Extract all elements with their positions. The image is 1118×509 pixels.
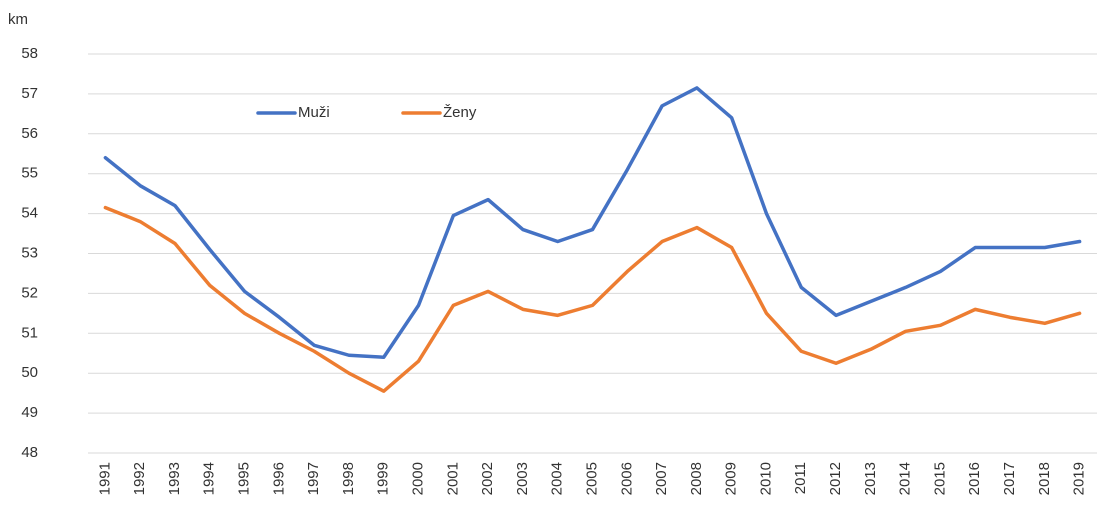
x-tick-label: 2010 [757, 462, 774, 495]
y-tick-label: 50 [21, 364, 38, 381]
x-tick-label: 1999 [375, 462, 392, 495]
x-tick-label: 2008 [688, 462, 705, 495]
x-tick-label: 1997 [305, 462, 322, 495]
x-tick-label: 2009 [723, 462, 740, 495]
x-tick-label: 2012 [827, 462, 844, 495]
legend-label: Ženy [443, 104, 477, 121]
x-tick-label: 1995 [236, 462, 253, 495]
x-tick-label: 1992 [131, 462, 148, 495]
x-tick-label: 2004 [549, 462, 566, 495]
x-tick-label: 2018 [1036, 462, 1053, 495]
x-tick-label: 1991 [96, 462, 113, 495]
y-tick-label: 52 [21, 284, 38, 301]
x-tick-label: 2016 [966, 462, 983, 495]
y-tick-label: 57 [21, 85, 38, 102]
x-tick-label: 2015 [931, 462, 948, 495]
x-tick-label: 2007 [653, 462, 670, 495]
legend-label: Muži [298, 104, 330, 121]
x-tick-label: 2002 [479, 462, 496, 495]
series-line [103, 205, 1082, 393]
x-tick-label: 1998 [340, 462, 357, 495]
y-tick-label: 55 [21, 165, 38, 182]
x-tick-label: 1994 [201, 462, 218, 495]
y-tick-label: 51 [21, 324, 38, 341]
y-tick-label: 58 [21, 45, 38, 62]
x-tick-label: 2011 [792, 462, 809, 494]
x-tick-label: 2019 [1071, 462, 1088, 495]
x-tick-label: 2003 [514, 462, 531, 495]
x-tick-label: 2005 [583, 462, 600, 495]
y-tick-label: 49 [21, 404, 38, 421]
y-axis-label: km [8, 11, 28, 28]
y-tick-label: 54 [21, 205, 38, 222]
x-tick-label: 2014 [897, 462, 914, 495]
y-tick-label: 56 [21, 125, 38, 142]
series-line [103, 86, 1082, 359]
x-tick-label: 1993 [166, 462, 183, 495]
x-tick-label: 2006 [618, 462, 635, 495]
y-tick-label: 48 [21, 444, 38, 461]
x-tick-label: 2001 [444, 462, 461, 495]
x-tick-label: 2013 [862, 462, 879, 495]
x-tick-label: 2000 [410, 462, 427, 495]
x-tick-label: 2017 [1001, 462, 1018, 495]
x-tick-label: 1996 [270, 462, 287, 495]
y-tick-label: 53 [21, 244, 38, 261]
